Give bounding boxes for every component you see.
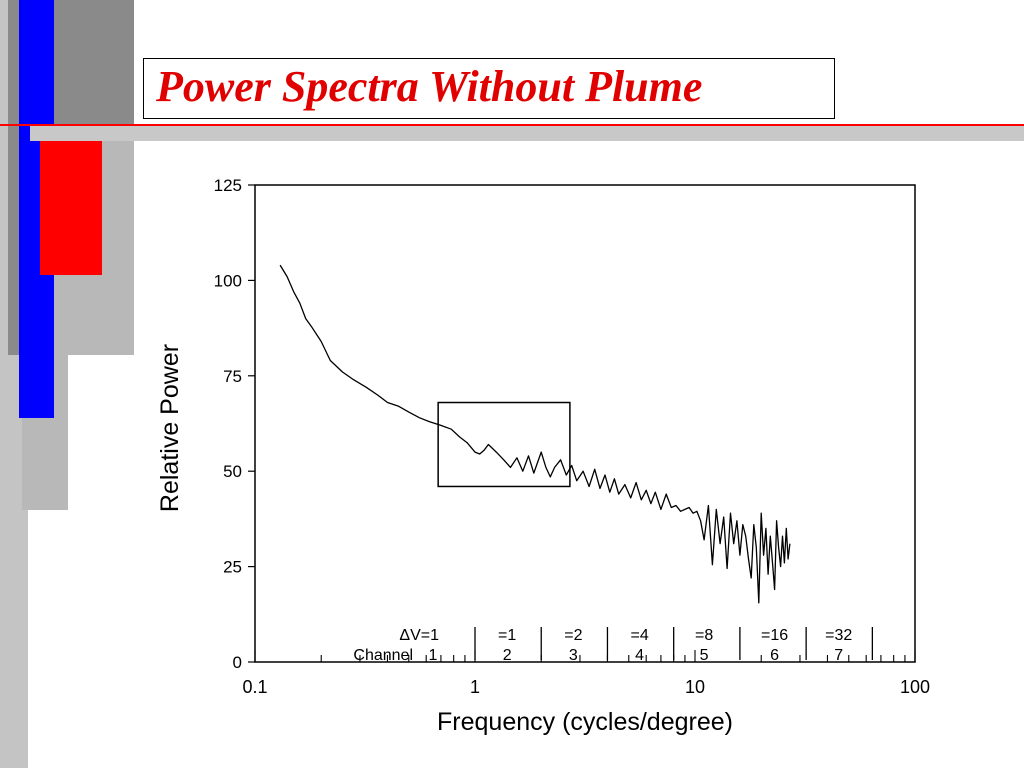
band-dv-label: =32 bbox=[825, 627, 852, 644]
channel-label: Channel bbox=[353, 647, 413, 664]
band-dv-label: =4 bbox=[630, 627, 648, 644]
band-channel-label: 3 bbox=[569, 647, 578, 664]
red-block bbox=[40, 141, 102, 275]
band-dv-label: =2 bbox=[564, 627, 582, 644]
dv-label: ΔV=1 bbox=[399, 627, 439, 644]
y-axis-label: Relative Power bbox=[156, 344, 184, 512]
x-axis-label: Frequency (cycles/degree) bbox=[437, 708, 733, 736]
band-channel-label: 6 bbox=[770, 647, 779, 664]
x-tick-label: 100 bbox=[900, 677, 930, 697]
x-tick-label: 1 bbox=[470, 677, 480, 697]
y-tick-label: 125 bbox=[214, 176, 242, 195]
band-channel-label: 7 bbox=[834, 647, 843, 664]
slide-title: Power Spectra Without Plume bbox=[156, 62, 703, 111]
title-box: Power Spectra Without Plume bbox=[143, 58, 835, 119]
band-channel-label: 5 bbox=[700, 647, 709, 664]
band-channel-label: 2 bbox=[503, 647, 512, 664]
channel-bands: ΔV=1 Channel 1 =1 2 =2 3 =4 4 =8 5 =16 6 =32 7 bbox=[353, 401, 874, 664]
title-underline-red bbox=[0, 124, 1024, 126]
band-dv-label: =8 bbox=[695, 627, 713, 644]
y-axis: 0 25 50 75 100 125 bbox=[214, 176, 255, 672]
y-tick-label: 100 bbox=[214, 271, 242, 290]
x-tick-label: 10 bbox=[685, 677, 705, 697]
x-tick-label: 0.1 bbox=[242, 677, 267, 697]
series-line bbox=[279, 264, 791, 604]
band-channel-label: 4 bbox=[635, 647, 644, 664]
plot-frame bbox=[254, 184, 916, 663]
y-tick-label: 75 bbox=[223, 367, 242, 386]
plot-border bbox=[254, 184, 916, 663]
y-tick-label: 50 bbox=[223, 462, 242, 481]
band-dv-label: =1 bbox=[498, 627, 516, 644]
series-group bbox=[279, 264, 791, 604]
x-axis: 0.1 1 10 100 bbox=[242, 650, 930, 697]
y-tick-label: 25 bbox=[223, 558, 242, 577]
title-underline-gray bbox=[30, 126, 1024, 141]
y-tick-label: 0 bbox=[233, 653, 242, 672]
band-dv-label: =16 bbox=[761, 627, 788, 644]
band-channel-label: 1 bbox=[429, 647, 438, 664]
highlight-box bbox=[437, 401, 571, 488]
